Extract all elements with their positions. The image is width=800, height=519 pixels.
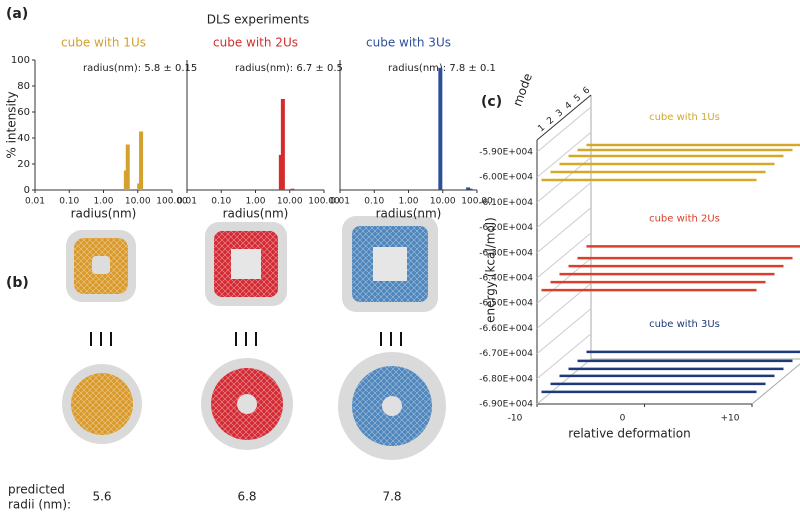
y-tick-label: 0 <box>24 185 30 196</box>
predicted-label: radii (nm): <box>8 498 71 512</box>
y-tick-label: -6.70E+004 <box>479 349 533 359</box>
y-tick-label: -6.10E+004 <box>479 198 533 208</box>
x-axis-label: radius(nm) <box>71 207 137 221</box>
depth-tick-label: 5 <box>572 93 583 104</box>
x-tick-label: -10 <box>508 414 523 424</box>
predicted-radius: 6.8 <box>237 490 256 504</box>
grid-line <box>536 358 592 405</box>
floor-edge <box>751 363 800 405</box>
y-tick-label: -6.40E+004 <box>479 274 533 284</box>
x-tick-label: 100.00 <box>461 197 493 207</box>
depth-axis <box>536 94 592 141</box>
depth-axis-label: mode <box>510 71 535 108</box>
x-axis-label: radius(nm) <box>223 207 289 221</box>
grid-line <box>536 106 592 153</box>
annotation: radius(nm): 5.8 ± 0.15 <box>83 63 197 74</box>
structure <box>62 364 142 444</box>
x-axis-label: radius(nm) <box>376 207 442 221</box>
bar <box>139 131 144 190</box>
bar <box>468 188 473 190</box>
predicted-radius: 7.8 <box>382 490 401 504</box>
predicted-radius: 5.6 <box>92 490 111 504</box>
depth-tick-label: 1 <box>536 123 547 134</box>
subtitle: cube with 1Us <box>61 36 146 50</box>
y-tick-label: 80 <box>17 81 30 92</box>
grid-line <box>536 131 592 178</box>
y-axis-label: % intensity <box>5 91 19 158</box>
structure <box>342 216 438 312</box>
x-tick-label: 0.10 <box>211 197 231 207</box>
x-axis-label: relative deformation <box>568 427 690 441</box>
x-tick-label: 0 <box>620 414 626 424</box>
structure <box>338 352 446 460</box>
y-axis-label: energy (kcal/mol) <box>484 217 498 323</box>
grid-line <box>536 207 592 254</box>
y-tick-label: 20 <box>17 159 30 170</box>
y-tick-label: -6.90E+004 <box>479 400 533 410</box>
bar <box>438 67 443 190</box>
y-tick-label: 100 <box>11 55 30 66</box>
structure <box>205 222 287 306</box>
y-tick-label: -6.60E+004 <box>479 324 533 334</box>
x-tick-label: 0.10 <box>364 197 384 207</box>
x-tick-label: 0.01 <box>25 197 45 207</box>
x-tick-label: 1.00 <box>245 197 265 207</box>
bar <box>280 99 285 190</box>
depth-tick-label: 2 <box>545 115 556 126</box>
depth-tick-label: 4 <box>563 100 574 112</box>
y-tick-label: -6.50E+004 <box>479 299 533 309</box>
series-label: cube with 1Us <box>649 112 720 123</box>
depth-tick-label: 3 <box>554 108 565 119</box>
x-tick-label: 10.00 <box>277 197 303 207</box>
y-tick-label: -6.20E+004 <box>479 223 533 233</box>
series-label: cube with 2Us <box>649 213 720 224</box>
structure <box>201 358 293 450</box>
series-label: cube with 3Us <box>649 319 720 330</box>
x-tick-label: 10.00 <box>430 197 456 207</box>
x-tick-label: +10 <box>721 414 740 424</box>
equivalence-sign <box>90 332 402 346</box>
panel-label: (a) <box>6 6 28 22</box>
grid-line <box>536 182 592 228</box>
x-tick-label: 1.00 <box>398 197 418 207</box>
x-tick-label: 10.00 <box>125 197 151 207</box>
predicted-label: predicted <box>8 483 65 497</box>
x-tick-label: 0.10 <box>59 197 79 207</box>
x-tick-label: 100.00 <box>156 197 188 207</box>
x-tick-label: 0.01 <box>330 197 350 207</box>
y-tick-label: -6.30E+004 <box>479 248 533 258</box>
grid-line <box>536 333 592 380</box>
bar <box>125 144 130 190</box>
x-tick-label: 100.00 <box>308 197 340 207</box>
subtitle: cube with 3Us <box>366 36 451 50</box>
x-tick-label: 1.00 <box>93 197 113 207</box>
annotation: radius(nm): 6.7 ± 0.5 <box>235 63 343 74</box>
figure-title: DLS experiments <box>207 13 310 27</box>
bar <box>466 187 471 190</box>
y-tick-label: -6.00E+004 <box>479 173 533 183</box>
bar <box>278 154 283 190</box>
y-tick-label: 40 <box>17 133 30 144</box>
y-tick-label: -5.90E+004 <box>479 148 533 158</box>
panel-label: (c) <box>481 94 502 110</box>
x-tick-label: 0.01 <box>177 197 197 207</box>
panel-label: (b) <box>6 275 29 291</box>
depth-tick-label: 6 <box>581 85 592 97</box>
structure <box>66 230 136 302</box>
grid-line <box>536 308 592 354</box>
bar <box>290 188 295 190</box>
y-tick-label: 60 <box>17 107 30 118</box>
subtitle: cube with 2Us <box>213 36 298 50</box>
grid-line <box>536 232 592 279</box>
y-tick-label: -6.80E+004 <box>479 374 533 384</box>
structures <box>62 216 446 460</box>
